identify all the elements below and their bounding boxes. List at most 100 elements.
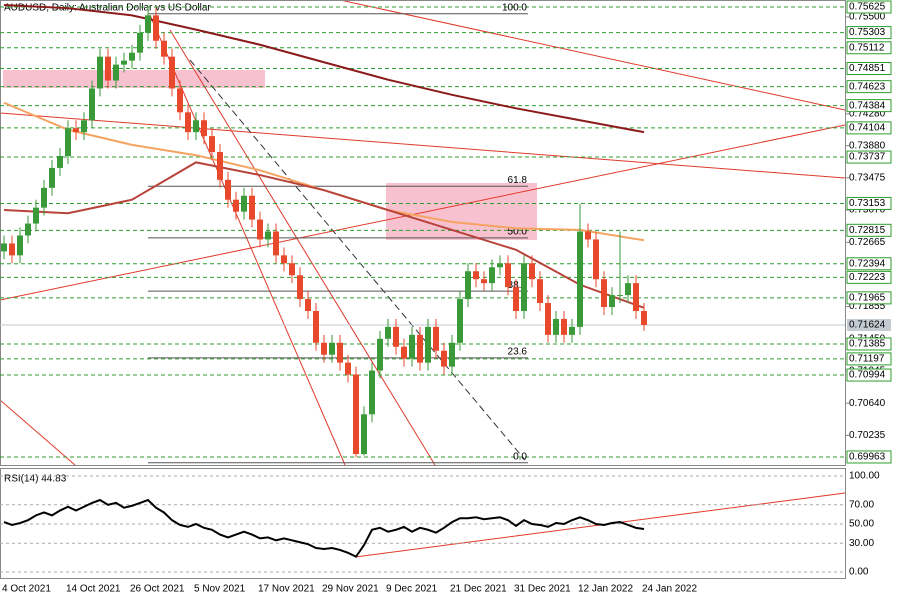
candle-body xyxy=(193,120,199,133)
trendline xyxy=(0,399,76,466)
candle-body xyxy=(561,318,567,335)
trendline xyxy=(0,124,846,301)
candle-body xyxy=(593,239,599,280)
candle-body xyxy=(73,128,79,133)
level-label-box xyxy=(846,196,892,210)
channel-mid xyxy=(189,59,526,461)
fib-label: 38.2 xyxy=(508,280,528,291)
rsi-line xyxy=(3,498,645,558)
candle-body xyxy=(297,275,303,300)
candle-body xyxy=(377,338,383,371)
rsi-title: RSI(14) 44.83 xyxy=(4,474,67,485)
y-tick-label: 0.70640 xyxy=(849,398,886,409)
level-label: 0.74851 xyxy=(849,63,886,74)
fib-label: 100.0 xyxy=(502,2,527,13)
candle-body xyxy=(201,120,207,137)
rsi-tick-label: 100.00 xyxy=(849,471,880,482)
candle-body xyxy=(569,326,575,335)
level-label-box xyxy=(846,368,892,382)
candle-body xyxy=(633,283,639,311)
candle-body xyxy=(33,207,39,224)
current-price-box xyxy=(847,318,891,331)
candle-body xyxy=(265,231,271,240)
level-label-box xyxy=(846,41,892,55)
candle-body xyxy=(529,263,535,280)
candle-body xyxy=(113,64,119,81)
level-label: 0.73737 xyxy=(849,152,886,163)
y-tick-label: 0.75500 xyxy=(849,12,886,23)
candle-body xyxy=(457,299,463,343)
x-tick-label: 26 Oct 2021 xyxy=(130,584,185,595)
candle-body xyxy=(417,334,423,363)
candle-body xyxy=(513,287,519,311)
candle-body xyxy=(145,15,151,33)
candle-body xyxy=(137,32,143,53)
candle-body xyxy=(481,279,487,284)
level-label: 0.69963 xyxy=(849,452,886,463)
candle-body xyxy=(49,167,55,188)
y-tick-label: 0.74280 xyxy=(849,109,886,120)
level-label: 0.75303 xyxy=(849,27,886,38)
level-label-box xyxy=(846,223,892,237)
level-label: 0.74384 xyxy=(849,100,886,111)
level-label-box xyxy=(846,352,892,366)
candle-body xyxy=(425,326,431,363)
level-label: 0.70994 xyxy=(849,370,886,381)
level-label: 0.72223 xyxy=(849,272,886,283)
fib-label: 61.8 xyxy=(508,175,528,186)
level-label-box xyxy=(846,62,892,76)
candle-body xyxy=(609,295,615,308)
candle-body xyxy=(249,195,255,220)
candle-body xyxy=(241,195,247,212)
candle-body xyxy=(289,263,295,276)
channel-line xyxy=(169,29,436,466)
candle-body xyxy=(305,299,311,311)
candle-body xyxy=(97,56,103,89)
candle-body xyxy=(1,243,7,252)
candle-body xyxy=(521,263,527,311)
x-tick-label: 21 Dec 2021 xyxy=(450,584,507,595)
candle-body xyxy=(537,279,543,304)
x-tick-label: 31 Dec 2021 xyxy=(514,584,571,595)
candle-body xyxy=(129,52,135,61)
level-label-box xyxy=(846,291,892,305)
candle-body xyxy=(553,318,559,335)
level-label: 0.72815 xyxy=(849,225,886,236)
y-tick-label: 0.73070 xyxy=(849,205,886,216)
current-price-label: 0.71624 xyxy=(849,320,886,331)
level-label-box xyxy=(846,270,892,284)
y-tick-label: 0.73880 xyxy=(849,140,886,151)
candle-body xyxy=(217,152,223,180)
candle-body xyxy=(65,128,71,157)
candle-body xyxy=(361,414,367,455)
candle-body xyxy=(257,219,263,240)
candle-body xyxy=(25,223,31,236)
candle-body xyxy=(441,350,447,367)
level-label-box xyxy=(846,99,892,113)
level-label: 0.75625 xyxy=(849,2,886,13)
x-tick-label: 4 Oct 2021 xyxy=(2,584,51,595)
candle-body xyxy=(617,295,623,297)
candle-body xyxy=(273,231,279,256)
x-tick-label: 17 Nov 2021 xyxy=(258,584,315,595)
candle-body xyxy=(57,156,63,168)
level-label: 0.71197 xyxy=(849,354,885,365)
level-label: 0.71965 xyxy=(849,293,886,304)
candle-body xyxy=(153,15,159,41)
candle-body xyxy=(81,120,87,133)
y-tick-label: 0.70235 xyxy=(849,430,886,441)
level-label-box xyxy=(846,337,892,351)
candle-body xyxy=(409,334,415,359)
candle-body xyxy=(177,88,183,113)
candle-body xyxy=(233,199,239,212)
candle-body xyxy=(313,310,319,343)
x-tick-label: 29 Nov 2021 xyxy=(322,584,379,595)
candle-body xyxy=(385,326,391,339)
x-tick-label: 9 Dec 2021 xyxy=(386,584,438,595)
candle-body xyxy=(401,346,407,359)
candle-body xyxy=(41,187,47,208)
candle-body xyxy=(321,342,327,355)
candle-body xyxy=(625,283,631,296)
x-tick-label: 24 Jan 2022 xyxy=(642,584,697,595)
